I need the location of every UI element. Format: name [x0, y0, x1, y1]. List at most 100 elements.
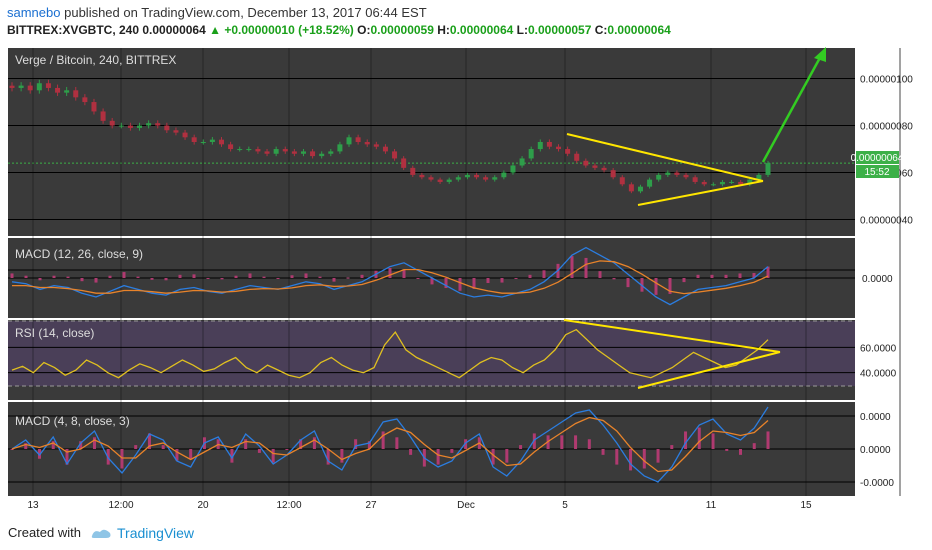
macd-fast-histogram-bar	[409, 449, 413, 455]
rsi-lower-trendline[interactable]	[637, 351, 781, 389]
macd-histogram-bar	[416, 278, 420, 279]
candle-body	[756, 174, 762, 180]
macd-histogram-bar	[654, 278, 658, 295]
candle-body	[191, 137, 197, 142]
candle-body	[528, 149, 534, 159]
macd-histogram-bar	[542, 270, 546, 278]
rsi-tick-label: 40.0000	[860, 369, 897, 380]
macd-histogram-bar	[164, 278, 168, 281]
macd-fast-histogram-bar	[10, 449, 14, 450]
macd-fast-histogram-bar	[381, 431, 385, 449]
macd-histogram-bar	[570, 256, 574, 278]
macd-histogram-bar	[318, 276, 322, 278]
price-panel[interactable]	[8, 48, 855, 236]
macd-histogram-bar	[66, 276, 70, 278]
countdown-badge	[856, 165, 899, 178]
footer: Created with TradingView	[0, 512, 932, 550]
candle-body	[656, 174, 662, 180]
macd-histogram-bar	[458, 278, 462, 291]
macd-fast-histogram-bar	[120, 449, 124, 469]
macd-histogram-bar	[752, 272, 756, 278]
macd-fast-histogram-bar	[684, 431, 688, 449]
macd-histogram-bar	[766, 266, 770, 278]
symbol-label: BITTREX:XVGBTC, 240	[7, 23, 140, 37]
breakout-arrow-line[interactable]	[761, 53, 824, 163]
macd-fast-histogram-bar	[464, 439, 468, 449]
macd-histogram-bar	[24, 275, 28, 278]
macd-histogram-bar	[122, 272, 126, 278]
candle-body	[310, 151, 316, 157]
candle-body	[419, 174, 425, 178]
price-scale[interactable]	[855, 48, 900, 496]
candle-body	[747, 179, 753, 185]
macd-tick-label: 0.0000	[862, 274, 893, 285]
rsi-upper-trendline[interactable]	[563, 319, 781, 353]
time-axis[interactable]	[8, 496, 900, 512]
candle-body	[255, 149, 261, 152]
breakout-arrow-head-icon	[814, 47, 826, 62]
candle-body	[282, 149, 288, 152]
candle-body	[218, 139, 224, 145]
candle-body	[328, 151, 334, 154]
macd-histogram-bar	[388, 267, 392, 278]
macd-fast-histogram-bar	[739, 449, 743, 455]
close-value: 0.00000064	[607, 23, 671, 37]
candle-body	[738, 181, 744, 185]
macd-fast-histogram-bar	[656, 449, 660, 463]
macd-fast-histogram-bar	[189, 449, 193, 459]
triangle-lower-trendline[interactable]	[637, 180, 764, 206]
rsi-line	[11, 328, 769, 379]
tradingview-brand-link[interactable]: TradingView	[117, 525, 195, 541]
macd-histogram-bar	[94, 278, 98, 283]
macd-fast-tick-label: 0.0000	[860, 412, 891, 423]
macd-histogram-bar	[486, 278, 490, 284]
candle-body	[82, 97, 88, 103]
candle-body	[18, 85, 24, 88]
candle-body	[537, 142, 543, 150]
macd-histogram-bar	[584, 257, 588, 278]
low-value: 0.00000057	[528, 23, 592, 37]
candle-body	[137, 125, 143, 128]
candle-body	[501, 172, 507, 178]
macd-histogram-bar	[10, 273, 14, 278]
macd-panel-title: MACD (12, 26, close, 9)	[15, 247, 143, 261]
macd-fast-histogram-bar	[299, 439, 303, 449]
publish-line: samnebo published on TradingView.com, De…	[7, 5, 427, 20]
low-label: L:	[516, 23, 528, 37]
macd-histogram-bar	[626, 278, 630, 288]
macd-fast-tick-label: -0.0000	[860, 478, 894, 489]
macd-histogram-bar	[710, 274, 714, 278]
candle-body	[592, 165, 598, 168]
trading-chart[interactable]: Verge / Bitcoin, 240, BITTREX MACD (12, …	[0, 44, 932, 512]
rsi-series	[11, 328, 769, 379]
time-tick-label: 12:00	[108, 500, 133, 511]
macd-fast-histogram-bar	[147, 433, 151, 449]
candle-body	[355, 137, 361, 142]
macd-fast-histogram-bar	[450, 449, 454, 453]
candle-body	[164, 125, 170, 131]
candle-body	[719, 181, 725, 185]
price-panel-title: Verge / Bitcoin, 240, BITTREX	[15, 53, 176, 67]
macd-series	[10, 246, 770, 306]
candle-body	[619, 177, 625, 185]
macd-fast-histogram-bar	[629, 449, 633, 471]
macd-histogram-bar	[668, 278, 672, 294]
macd-fast-histogram-bar	[505, 449, 509, 463]
macd-fast-histogram-bar	[92, 437, 96, 449]
triangle-upper-trendline[interactable]	[566, 133, 764, 182]
macd-fast-tick-label: 0.0000	[860, 445, 891, 456]
countdown-label: 15:52	[864, 167, 889, 178]
macd-fast-histogram-bar	[519, 445, 523, 449]
time-tick-label: 13	[27, 500, 39, 511]
macd-histogram-bar	[192, 274, 196, 278]
macd-histogram-bar	[234, 275, 238, 278]
macd-fast-histogram-bar	[51, 441, 55, 449]
macd-histogram-bar	[346, 277, 350, 279]
macd-fast-histogram-bar	[615, 449, 619, 465]
author-link[interactable]: samnebo	[7, 5, 61, 20]
candle-body	[273, 149, 279, 154]
candle-body	[173, 130, 179, 133]
time-tick-label: 5	[562, 500, 568, 511]
candle-body	[146, 123, 152, 126]
candle-body	[556, 146, 562, 150]
